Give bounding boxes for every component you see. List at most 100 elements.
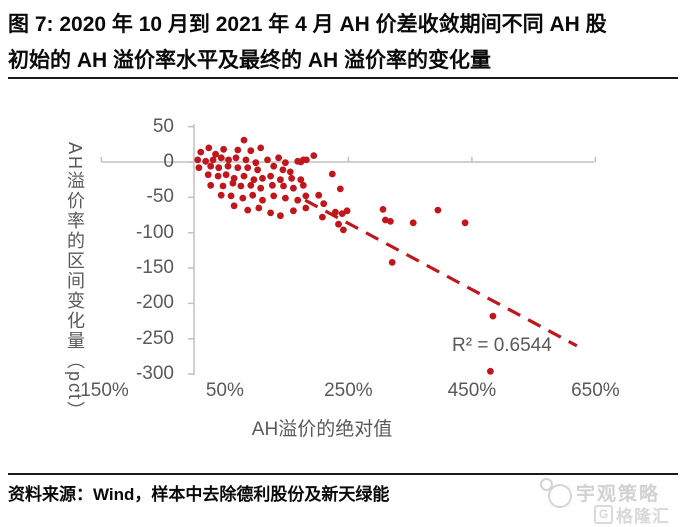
data-point xyxy=(270,192,278,200)
data-point xyxy=(214,172,222,180)
data-point xyxy=(299,181,307,189)
data-point xyxy=(195,164,203,172)
data-point xyxy=(280,182,287,190)
data-point xyxy=(332,208,339,216)
watermark-brand-1: 宇观策略 xyxy=(576,484,661,505)
data-point xyxy=(217,191,225,199)
watermark-g-logo-icon: G xyxy=(594,505,613,524)
watermark-logo-icon xyxy=(548,484,572,508)
data-point xyxy=(487,367,494,375)
data-point xyxy=(237,182,245,190)
title-divider xyxy=(8,77,678,79)
data-point xyxy=(225,156,233,164)
data-point xyxy=(264,156,271,164)
figure-title-line1: 图 7: 2020 年 10 月到 2021 年 4 月 AH 价差收敛期间不同… xyxy=(8,13,607,36)
data-point xyxy=(230,174,238,182)
data-point xyxy=(319,213,326,221)
data-point xyxy=(207,181,215,189)
data-point xyxy=(239,194,247,202)
r-squared-annotation: R² = 0.6544 xyxy=(452,335,552,356)
data-point xyxy=(222,171,230,179)
data-point xyxy=(379,206,387,213)
data-point xyxy=(252,159,260,167)
x-tick-label: 250% xyxy=(324,380,373,401)
data-point xyxy=(257,184,265,192)
data-point xyxy=(302,204,310,212)
data-point xyxy=(277,176,284,184)
y-tick-label: 50 xyxy=(152,115,174,137)
watermark-brand-2-row: G 格隆汇 xyxy=(594,502,670,527)
data-point xyxy=(282,194,289,202)
data-point xyxy=(255,204,263,212)
data-point xyxy=(254,166,261,174)
data-point xyxy=(205,144,213,152)
x-tick-label: 650% xyxy=(571,380,620,401)
data-point xyxy=(277,212,284,220)
data-point xyxy=(335,220,342,228)
data-point xyxy=(240,136,248,144)
data-point xyxy=(282,159,289,167)
y-tick-label: -100 xyxy=(135,221,174,243)
figure-title-line2: 初始的 AH 溢价率水平及最终的 AH 溢价率的变化量 xyxy=(8,49,491,72)
data-point xyxy=(219,182,227,190)
data-point xyxy=(303,156,310,164)
x-tick-label: -150% xyxy=(73,380,129,401)
y-tick-label: -250 xyxy=(135,327,174,349)
data-point xyxy=(297,176,305,184)
data-point xyxy=(279,166,287,174)
footer-divider xyxy=(8,473,678,475)
data-point xyxy=(232,154,240,162)
data-point xyxy=(244,206,252,214)
y-tick-label: -150 xyxy=(135,257,174,279)
data-point xyxy=(320,200,328,208)
data-point xyxy=(269,181,276,189)
data-point xyxy=(340,226,347,234)
data-point xyxy=(267,209,274,217)
data-point xyxy=(343,207,351,215)
data-point xyxy=(267,172,274,180)
source-note: 资料来源：Wind，样本中去除德利股份及新天绿能 xyxy=(8,485,390,504)
data-point xyxy=(207,162,215,170)
data-point xyxy=(234,146,242,154)
data-point xyxy=(227,192,235,200)
data-point xyxy=(242,156,250,164)
data-point xyxy=(209,156,217,164)
data-point xyxy=(288,174,295,182)
data-point xyxy=(217,154,225,162)
data-point xyxy=(224,162,232,170)
data-point xyxy=(204,171,212,179)
data-point xyxy=(286,168,294,176)
watermark-logo-dot-icon xyxy=(540,478,553,491)
y-tick-label: -200 xyxy=(135,292,174,314)
data-point xyxy=(275,154,282,162)
data-point xyxy=(259,196,266,204)
data-point xyxy=(297,158,305,166)
data-point xyxy=(294,157,302,165)
data-point xyxy=(229,179,237,187)
data-point xyxy=(259,174,266,182)
data-point xyxy=(299,156,307,164)
data-point xyxy=(215,164,223,172)
x-axis-title: AH溢价的绝对值 xyxy=(251,419,393,440)
data-point xyxy=(257,144,265,152)
y-tick-label: 0 xyxy=(163,151,174,172)
data-point xyxy=(194,156,202,164)
data-point xyxy=(315,191,323,199)
data-point xyxy=(247,147,255,155)
data-point xyxy=(244,164,252,172)
data-point xyxy=(250,176,258,184)
data-point xyxy=(302,192,310,200)
data-point xyxy=(234,164,242,172)
data-point xyxy=(388,259,396,266)
data-point xyxy=(489,312,497,320)
data-point xyxy=(409,219,417,227)
data-point xyxy=(202,157,210,165)
data-point xyxy=(240,172,248,180)
data-point xyxy=(290,184,297,192)
watermark: 宇观策略 G 格隆汇 xyxy=(536,474,686,526)
y-tick-label: -300 xyxy=(135,363,174,385)
data-point xyxy=(247,181,255,189)
x-tick-label: 50% xyxy=(205,380,244,401)
data-point xyxy=(249,191,257,199)
data-point xyxy=(328,170,336,178)
